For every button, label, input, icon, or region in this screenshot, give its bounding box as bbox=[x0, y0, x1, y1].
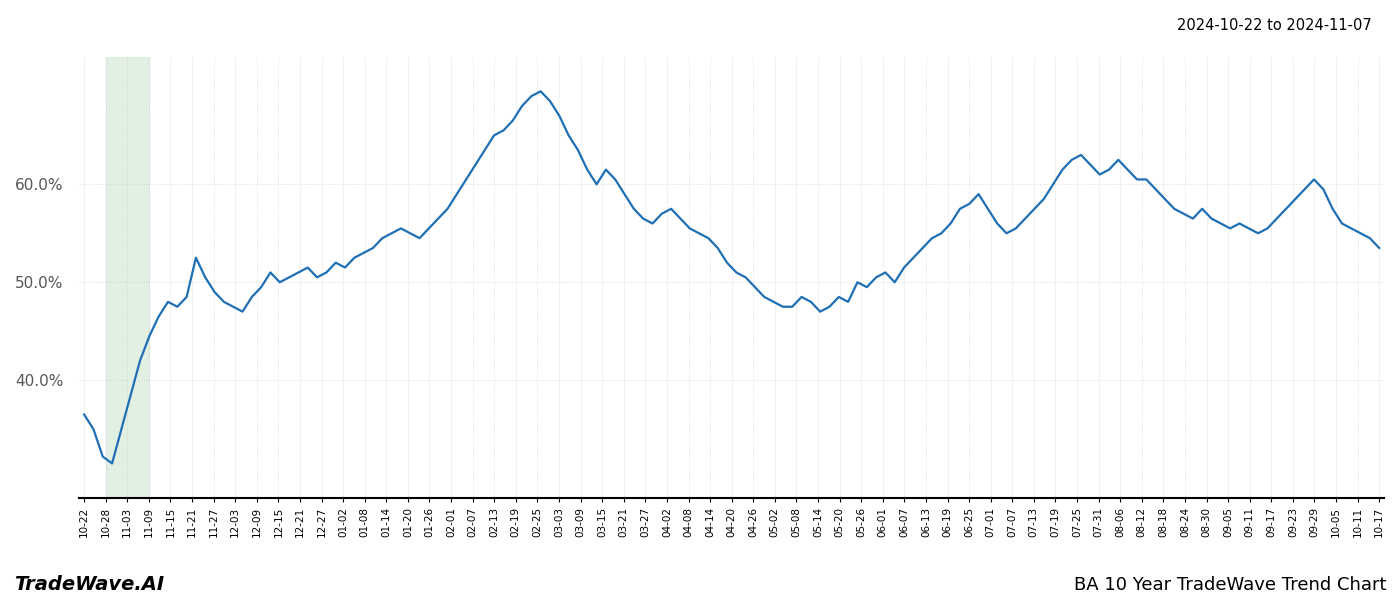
Bar bbox=[106, 57, 148, 498]
Text: TradeWave.AI: TradeWave.AI bbox=[14, 575, 164, 594]
Text: 2024-10-22 to 2024-11-07: 2024-10-22 to 2024-11-07 bbox=[1177, 18, 1372, 33]
Text: BA 10 Year TradeWave Trend Chart: BA 10 Year TradeWave Trend Chart bbox=[1074, 576, 1386, 594]
